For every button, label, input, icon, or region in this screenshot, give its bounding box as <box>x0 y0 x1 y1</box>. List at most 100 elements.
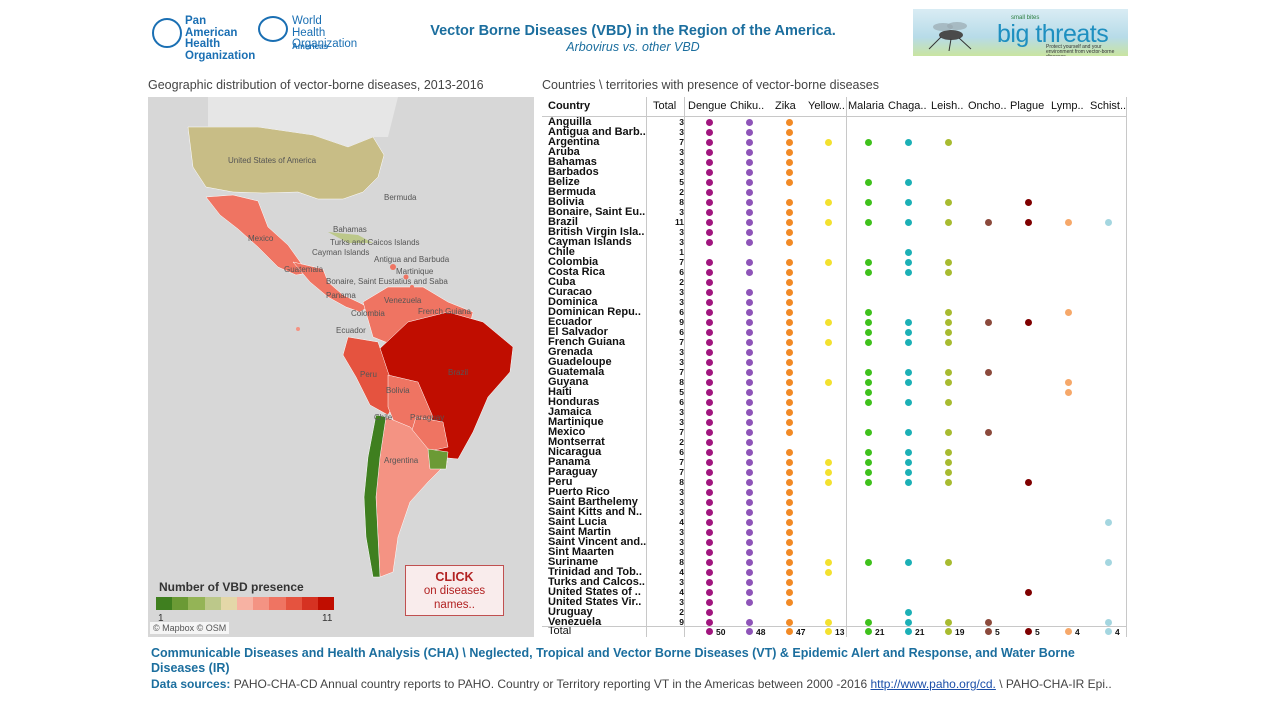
presence-dot[interactable] <box>944 138 952 146</box>
click-diseases-hint[interactable]: CLICK on diseases names.. <box>405 565 504 616</box>
column-header-country[interactable]: Country <box>548 100 591 112</box>
presence-dot[interactable] <box>705 328 713 336</box>
presence-dot[interactable] <box>864 218 872 226</box>
presence-dot[interactable] <box>785 308 793 316</box>
country-name[interactable]: Curacao <box>548 286 593 298</box>
presence-dot[interactable] <box>785 548 793 556</box>
presence-dot[interactable] <box>745 398 753 406</box>
presence-dot[interactable] <box>745 388 753 396</box>
presence-dot[interactable] <box>944 428 952 436</box>
presence-dot[interactable] <box>785 428 793 436</box>
country-name[interactable]: British Virgin Isla.. <box>548 226 645 238</box>
presence-dot[interactable] <box>1024 478 1032 486</box>
presence-dot[interactable] <box>864 448 872 456</box>
presence-dot[interactable] <box>745 258 753 266</box>
presence-dot[interactable] <box>785 468 793 476</box>
presence-dot[interactable] <box>705 228 713 236</box>
presence-dot[interactable] <box>785 298 793 306</box>
presence-dot[interactable] <box>705 118 713 126</box>
presence-dot[interactable] <box>705 538 713 546</box>
presence-dot[interactable] <box>864 318 872 326</box>
presence-dot[interactable] <box>705 578 713 586</box>
presence-dot[interactable] <box>904 138 912 146</box>
column-header-total[interactable]: Total <box>653 100 677 112</box>
presence-dot[interactable] <box>904 368 912 376</box>
presence-dot[interactable] <box>785 348 793 356</box>
presence-dot[interactable] <box>904 218 912 226</box>
country-name[interactable]: Saint Lucia <box>548 516 607 528</box>
column-header-disease[interactable]: Oncho.. <box>968 100 1007 112</box>
presence-dot[interactable] <box>705 618 713 626</box>
presence-dot[interactable] <box>705 238 713 246</box>
column-header-disease[interactable]: Plague <box>1010 100 1045 112</box>
country-name[interactable]: Puerto Rico <box>548 486 610 498</box>
presence-dot[interactable] <box>705 428 713 436</box>
presence-dot[interactable] <box>904 558 912 566</box>
presence-dot[interactable] <box>785 488 793 496</box>
column-header-disease[interactable]: Lymp.. <box>1051 100 1084 112</box>
presence-dot[interactable] <box>904 468 912 476</box>
presence-dot[interactable] <box>1064 218 1072 226</box>
presence-dot[interactable] <box>944 448 952 456</box>
presence-dot[interactable] <box>785 458 793 466</box>
presence-dot[interactable] <box>745 328 753 336</box>
presence-dot[interactable] <box>745 228 753 236</box>
presence-dot[interactable] <box>705 408 713 416</box>
presence-dot[interactable] <box>745 318 753 326</box>
presence-dot[interactable] <box>745 338 753 346</box>
presence-dot[interactable] <box>705 138 713 146</box>
presence-dot[interactable] <box>1064 308 1072 316</box>
presence-dot[interactable] <box>864 258 872 266</box>
presence-dot[interactable] <box>785 508 793 516</box>
presence-dot[interactable] <box>745 308 753 316</box>
presence-dot[interactable] <box>824 558 832 566</box>
country-name[interactable]: Dominican Repu.. <box>548 306 641 318</box>
country-name[interactable]: Venezuela <box>548 616 602 628</box>
presence-dot[interactable] <box>785 588 793 596</box>
presence-dot[interactable] <box>785 368 793 376</box>
presence-dot[interactable] <box>904 268 912 276</box>
presence-dot[interactable] <box>785 198 793 206</box>
presence-dot[interactable] <box>705 378 713 386</box>
total-dot[interactable] <box>745 628 753 635</box>
presence-dot[interactable] <box>864 398 872 406</box>
presence-dot[interactable] <box>745 218 753 226</box>
presence-dot[interactable] <box>904 478 912 486</box>
presence-dot[interactable] <box>705 168 713 176</box>
presence-dot[interactable] <box>824 478 832 486</box>
presence-dot[interactable] <box>705 478 713 486</box>
presence-dot[interactable] <box>785 208 793 216</box>
country-name[interactable]: Guatemala <box>548 366 605 378</box>
presence-dot[interactable] <box>705 288 713 296</box>
presence-dot[interactable] <box>745 568 753 576</box>
presence-dot[interactable] <box>944 558 952 566</box>
presence-dot[interactable] <box>745 298 753 306</box>
total-dot[interactable] <box>785 628 793 635</box>
presence-dot[interactable] <box>705 598 713 606</box>
presence-dot[interactable] <box>745 468 753 476</box>
presence-dot[interactable] <box>944 308 952 316</box>
presence-dot[interactable] <box>785 378 793 386</box>
presence-dot[interactable] <box>785 278 793 286</box>
country-name[interactable]: Jamaica <box>548 406 592 418</box>
presence-dot[interactable] <box>745 238 753 246</box>
presence-dot[interactable] <box>745 288 753 296</box>
presence-dot[interactable] <box>904 398 912 406</box>
presence-dot[interactable] <box>705 218 713 226</box>
presence-dot[interactable] <box>944 268 952 276</box>
presence-dot[interactable] <box>824 618 832 626</box>
country-name[interactable]: Haiti <box>548 386 572 398</box>
presence-dot[interactable] <box>864 178 872 186</box>
presence-dot[interactable] <box>785 118 793 126</box>
column-header-disease[interactable]: Leish.. <box>931 100 964 112</box>
country-name[interactable]: Aruba <box>548 146 580 158</box>
presence-dot[interactable] <box>745 518 753 526</box>
presence-dot[interactable] <box>745 508 753 516</box>
presence-dot[interactable] <box>864 388 872 396</box>
presence-dot[interactable] <box>745 488 753 496</box>
presence-dot[interactable] <box>705 318 713 326</box>
presence-dot[interactable] <box>705 548 713 556</box>
presence-dot[interactable] <box>785 568 793 576</box>
presence-dot[interactable] <box>824 378 832 386</box>
country-name[interactable]: Peru <box>548 476 573 488</box>
